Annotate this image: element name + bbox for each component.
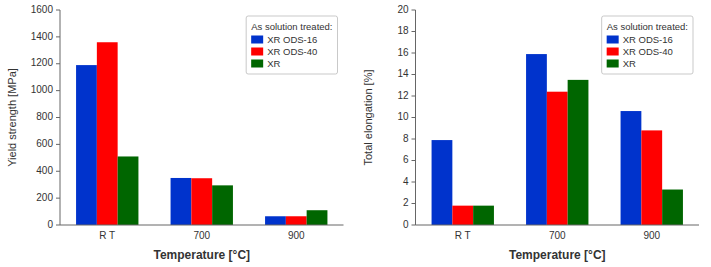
y-tick-label: 20 [397,4,409,15]
bar [432,140,453,225]
y-tick [412,117,416,118]
y-tick [412,10,416,11]
figure: 02004006008001000120014001600R T700900Te… [0,0,711,267]
y-tick-label: 1200 [31,57,54,68]
legend-swatch [607,36,619,44]
panel: 0 2 4 6 8 10 12 14 16 18 20 R T 700 900 Temperature [°… [362,4,700,262]
x-axis-label: Temperature [°C] [509,248,606,262]
legend-swatch [607,60,619,68]
y-tick [56,36,60,37]
legend-label: XR ODS-16 [267,34,317,45]
bars [432,54,683,225]
bar [568,80,589,225]
y-tick-label: 0 [47,219,53,230]
y-tick [412,139,416,140]
y-tick-label: 600 [36,138,53,149]
panel: 0 200 400 600 800 1000 1200 1400 1600 R T 700 900 Te… [6,4,344,262]
x-tick-label: 900 [643,230,660,241]
y-tick-label: 18 [397,25,409,36]
y-tick [56,171,60,172]
legend-label: XR [267,58,280,69]
y-tick-label: 400 [36,165,53,176]
y-axis-label: Yield strength [MPa] [6,68,18,167]
y-tick [412,225,416,226]
y-tick [412,74,416,75]
y-tick-label: 1000 [31,84,54,95]
x-axis-label: Temperature [°C] [153,248,250,262]
y-tick [56,117,60,118]
y-tick [56,63,60,64]
bar [662,190,683,225]
legend-swatch [251,36,263,44]
legend-title: As solution treated: [251,21,332,32]
y-tick-label: 8 [403,133,409,144]
legend: As solution treated: XR ODS-16XR ODS-40XR [602,16,693,74]
legend-label: XR ODS-40 [623,46,673,57]
legend-label: XR ODS-40 [267,46,317,57]
x-tick-label: R T [99,230,115,241]
x-tick-label: R T [455,230,471,241]
bar [641,130,662,225]
bar [286,216,307,225]
y-tick-label: 1400 [31,31,54,42]
y-axis-label: Total elongation [%] [362,69,374,165]
y-tick-label: 0 [403,219,409,230]
y-tick-label: 12 [397,90,409,101]
y-tick [56,198,60,199]
legend-title: As solution treated: [607,21,688,32]
bar [473,206,494,225]
y-tick [56,225,60,226]
legend-swatch [251,48,263,56]
x-tick-label: 700 [549,230,566,241]
legend-frame [246,16,337,74]
x-axis-line [416,225,700,226]
y-tick [412,53,416,54]
bar [76,65,97,225]
bar [526,54,547,225]
y-tick-label: 4 [403,176,409,187]
y-tick-label: 800 [36,111,53,122]
bar [265,216,286,225]
y-tick [56,10,60,11]
y-tick [412,31,416,32]
bar [171,178,192,225]
bar [97,42,118,225]
bar [452,206,473,225]
y-tick [56,144,60,145]
bar [212,185,233,225]
x-tick-label: 700 [193,230,210,241]
legend-swatch [607,48,619,56]
legend: As solution treated: XR ODS-16XR ODS-40XR [246,16,337,74]
bar [118,156,139,225]
y-tick-label: 16 [397,47,409,58]
y-tick-label: 1600 [31,4,54,15]
y-tick [412,203,416,204]
bar [547,92,568,225]
legend-label: XR [623,58,636,69]
y-tick-label: 10 [397,111,409,122]
legend-frame [602,16,693,74]
legend-label: XR ODS-16 [623,34,673,45]
legend-swatch [251,60,263,68]
y-tick-label: 2 [403,197,409,208]
y-tick [412,182,416,183]
bar [307,210,328,225]
y-tick [412,160,416,161]
bar [621,111,642,225]
bar [191,178,212,225]
x-tick-label: 900 [288,230,305,241]
y-tick [56,90,60,91]
y-tick-label: 200 [36,192,53,203]
y-tick [412,96,416,97]
y-tick-label: 6 [403,154,409,165]
x-axis-line [60,225,344,226]
y-tick-label: 14 [397,68,409,79]
